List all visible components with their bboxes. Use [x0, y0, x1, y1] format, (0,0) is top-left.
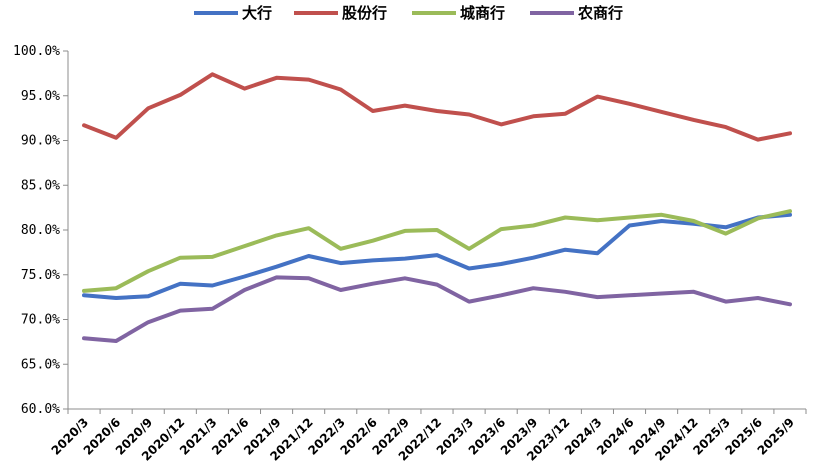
y-tick-label: 95.0% [21, 89, 60, 104]
y-tick-label: 65.0% [21, 357, 60, 372]
legend-label: 股份行 [342, 4, 387, 22]
series-layer [82, 72, 792, 343]
legend-item-2: 股份行 [294, 4, 387, 22]
y-tick-label: 100.0% [13, 44, 60, 59]
y-tick-label: 75.0% [21, 268, 60, 283]
x-axis: 2020/32020/62020/92020/122021/32021/6202… [49, 408, 807, 464]
y-tick-label: 60.0% [21, 402, 60, 417]
legend-label: 城商行 [460, 4, 505, 22]
y-tick-label: 70.0% [21, 313, 60, 328]
legend-label: 农商行 [577, 4, 623, 22]
chart-legend: 大行 股份行 城商行 农商行 [194, 4, 623, 22]
series-line-4 [82, 275, 792, 343]
legend-item-1: 大行 [194, 4, 272, 22]
legend-item-3: 城商行 [412, 4, 505, 22]
y-tick-label: 85.0% [21, 178, 60, 193]
y-axis: 60.0% 65.0% 70.0% 75.0% 80.0% 85.0% 90.0% 95.0%… [13, 44, 69, 417]
series-line-2 [82, 72, 792, 142]
y-tick-label: 90.0% [21, 134, 60, 149]
legend-item-4: 农商行 [530, 4, 623, 22]
series-line-1 [82, 212, 792, 300]
y-tick-label: 80.0% [21, 223, 60, 238]
legend-label: 大行 [242, 4, 272, 22]
series-line-3 [82, 209, 792, 293]
